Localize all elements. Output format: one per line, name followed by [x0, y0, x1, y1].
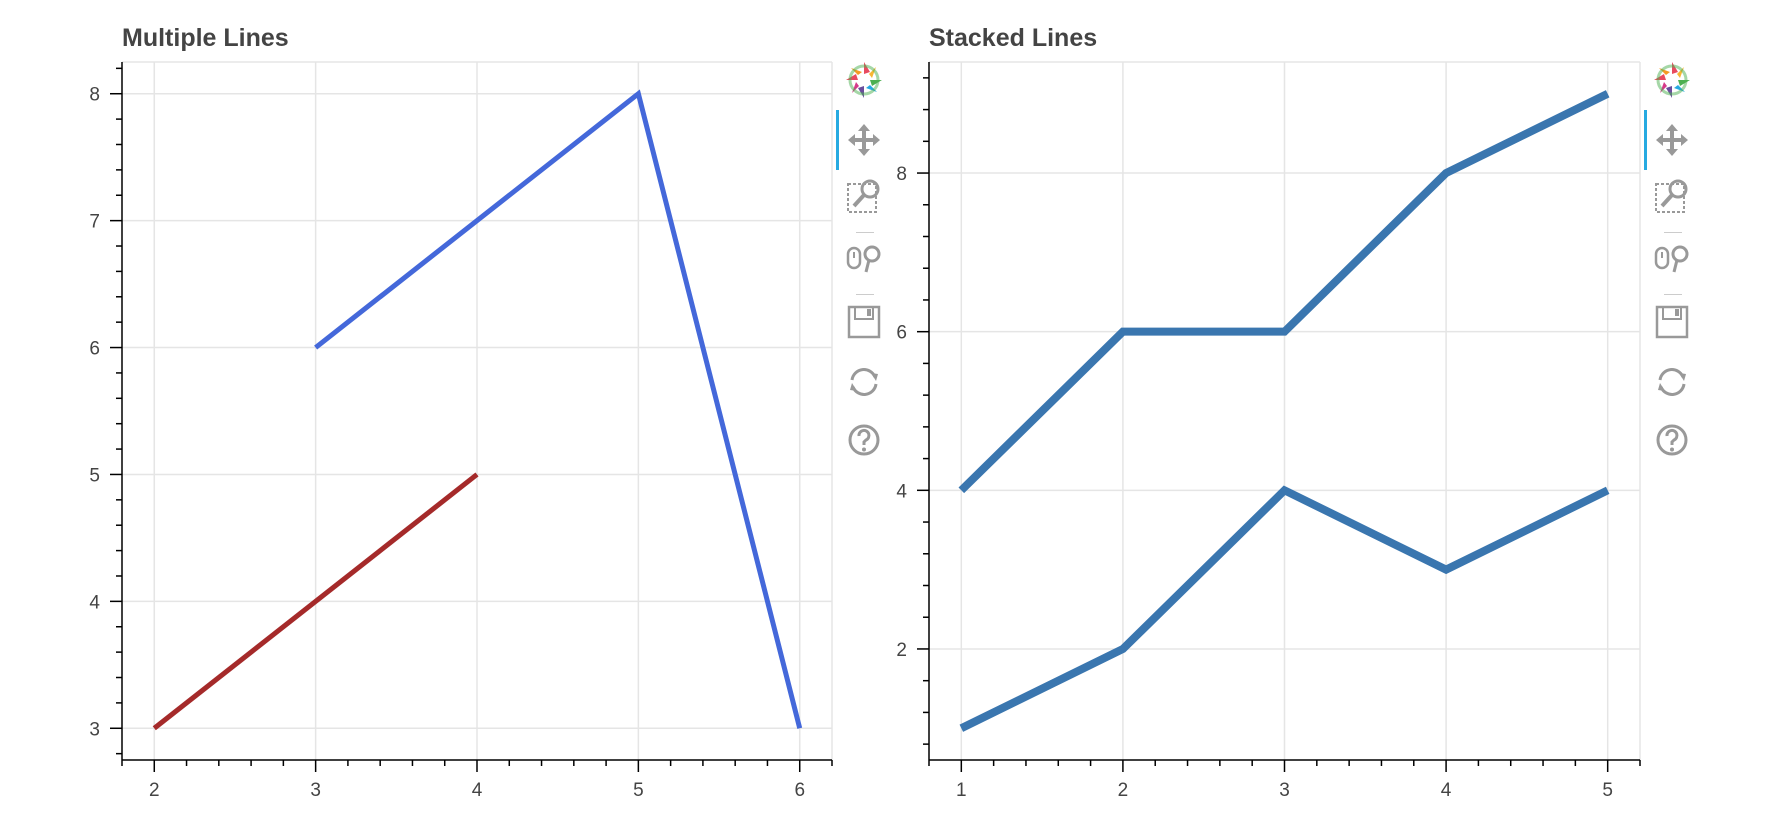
- axes: 2 3 4 5 6 3 4 5 6 7 8: [89, 62, 833, 801]
- reset-icon[interactable]: [1650, 360, 1694, 404]
- x-tick-label: 5: [1602, 780, 1613, 801]
- series-line-1: [314, 89, 803, 729]
- chart-title: Multiple Lines: [122, 24, 289, 52]
- x-tick-label: 2: [1118, 780, 1129, 801]
- reset-icon[interactable]: [842, 360, 886, 404]
- x-tick-label: 3: [310, 780, 321, 801]
- plot-multiple-lines: Multiple Lines 2 3 4 5 6 3 4 5 6 7 8: [0, 0, 880, 832]
- toolbar-separator: [1664, 232, 1682, 233]
- y-tick-label: 5: [89, 465, 100, 486]
- y-tick-label: 4: [896, 481, 907, 502]
- active-tool-indicator: [836, 110, 839, 170]
- save-icon[interactable]: [842, 300, 886, 344]
- bokeh-logo-icon[interactable]: [842, 58, 886, 102]
- y-tick-label: 8: [89, 85, 100, 106]
- x-tick-label: 5: [633, 780, 644, 801]
- toolbar-separator: [1664, 294, 1682, 295]
- y-tick-label: 6: [896, 323, 907, 344]
- y-tick-label: 6: [89, 339, 100, 360]
- x-tick-label: 4: [1441, 780, 1452, 801]
- x-tick-label: 4: [472, 780, 483, 801]
- toolbar-separator: [856, 294, 874, 295]
- chart-multiple-lines: Multiple Lines 2 3 4 5 6 3 4 5 6 7 8: [89, 24, 833, 801]
- pan-icon[interactable]: [1650, 118, 1694, 162]
- y-tick-label: 8: [896, 164, 907, 185]
- x-tick-label: 3: [1279, 780, 1290, 801]
- help-icon[interactable]: [842, 418, 886, 462]
- active-tool-indicator: [1644, 110, 1647, 170]
- y-tick-label: 4: [89, 592, 100, 613]
- wheel-zoom-icon[interactable]: [1650, 238, 1694, 282]
- help-icon[interactable]: [1650, 418, 1694, 462]
- bokeh-logo-icon[interactable]: [1650, 58, 1694, 102]
- axes: 1 2 3 4 5 2 4 6 8: [896, 62, 1641, 801]
- x-tick-label: 2: [149, 780, 160, 801]
- y-tick-label: 3: [89, 719, 100, 740]
- series-line-1: [959, 485, 1610, 732]
- x-tick-label: 1: [956, 780, 967, 801]
- x-tick-label: 6: [794, 780, 805, 801]
- box-zoom-icon[interactable]: [842, 174, 886, 218]
- y-tick-label: 2: [896, 640, 907, 661]
- toolbar-separator: [856, 232, 874, 233]
- grid: [929, 61, 1641, 760]
- pan-icon[interactable]: [842, 118, 886, 162]
- wheel-zoom-icon[interactable]: [842, 238, 886, 282]
- series-line-2: [958, 90, 1610, 494]
- save-icon[interactable]: [1650, 300, 1694, 344]
- box-zoom-icon[interactable]: [1650, 174, 1694, 218]
- grid: [122, 61, 833, 760]
- chart-title: Stacked Lines: [929, 24, 1097, 52]
- series-line-2: [152, 472, 479, 731]
- y-tick-label: 7: [89, 212, 100, 233]
